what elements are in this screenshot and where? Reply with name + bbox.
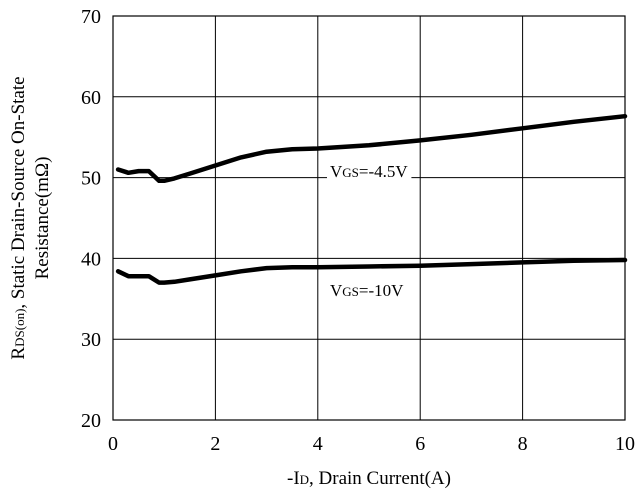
y-tick-label: 60 [81,87,101,109]
x-tick-label: 6 [415,433,425,455]
y-tick-label: 70 [81,6,101,28]
y-axis-title-line1: RDS(on), Static Drain-Source On-State [8,76,29,359]
svg-text:VGS=-10V: VGS=-10V [330,281,404,300]
series-label-vgs-10v: VGS=-10V [327,280,408,301]
y-tick-label: 30 [81,329,101,351]
x-axis-title: -ID, Drain Current(A) [287,468,451,489]
x-tick-label: 2 [210,433,220,455]
series-line-1 [115,257,628,285]
svg-text:VGS=-4.5V: VGS=-4.5V [330,162,408,181]
series-layer [115,113,628,285]
y-tick-label: 50 [81,168,101,190]
grid [112,15,626,421]
series-line-0 [115,113,628,184]
series-label-vgs-4.5v: VGS=-4.5V [327,161,412,182]
x-tick-label: 10 [615,433,635,455]
x-tick-label: 4 [313,433,323,455]
x-tick-label: 0 [108,433,118,455]
x-tick-label: 8 [518,433,528,455]
y-tick-label: 40 [81,248,101,270]
y-tick-label: 20 [81,410,101,432]
y-axis-title-line2: Resistance(mΩ) [32,157,53,280]
tick-labels: 0 2 4 6 8 10 20 30 40 50 60 70 [81,6,635,455]
plot-frame [112,15,626,421]
